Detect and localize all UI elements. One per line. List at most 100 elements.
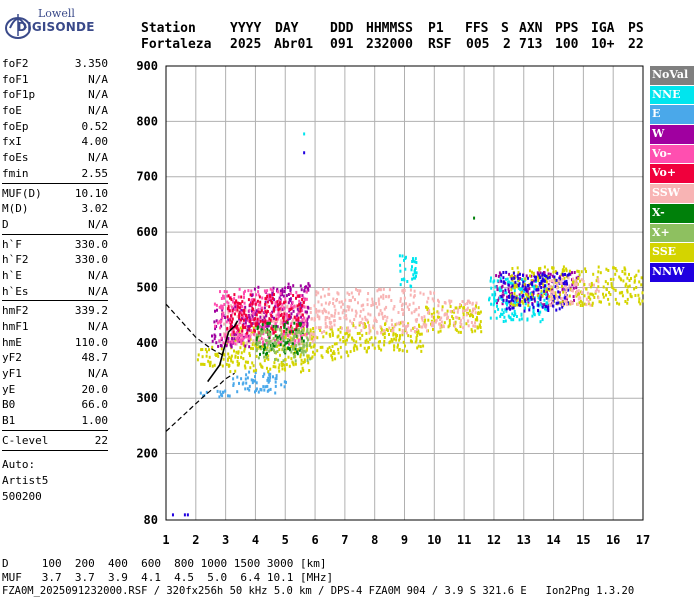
- echo-point-w: [561, 288, 564, 292]
- echo-point-x: [291, 326, 294, 330]
- echo-point-vo: [223, 296, 225, 300]
- param-label: yF1: [2, 367, 22, 381]
- echo-point-ssw: [317, 300, 320, 304]
- echo-point-sse: [511, 274, 513, 278]
- echo-point-nne: [512, 318, 515, 322]
- echo-point-e: [250, 378, 253, 382]
- echo-point-ssw: [347, 326, 350, 330]
- echo-point-sse: [539, 266, 542, 270]
- echo-point-ssw: [351, 295, 354, 299]
- echo-point-vo: [215, 303, 218, 307]
- echo-point-x: [261, 323, 264, 327]
- echo-point-sse: [510, 302, 512, 305]
- echo-point-vo: [248, 327, 251, 331]
- echo-point-nne: [403, 278, 406, 282]
- x-tick-label: 13: [517, 533, 531, 547]
- echo-point-ssw: [564, 292, 567, 296]
- echo-point-vo: [259, 324, 261, 328]
- echo-point-sse: [630, 295, 633, 299]
- echo-point-w: [501, 284, 504, 288]
- header-label: Station: [141, 21, 196, 36]
- echo-point-sse: [392, 332, 395, 335]
- echo-point-nnw: [543, 274, 546, 277]
- echo-point-ssw: [574, 292, 577, 296]
- echo-point-sse: [635, 273, 638, 277]
- echo-point-ssw: [362, 325, 365, 329]
- echo-point-sse: [415, 338, 418, 342]
- echo-point-ssw: [376, 305, 379, 309]
- echo-point-x: [259, 330, 262, 334]
- echo-point-ssw: [305, 334, 308, 338]
- echo-point-sse: [320, 354, 323, 358]
- echo-point-w: [271, 291, 274, 295]
- echo-point-sse: [196, 358, 199, 362]
- echo-point-x: [298, 346, 301, 350]
- echo-point-sse: [588, 302, 591, 306]
- echo-point-nne: [500, 312, 502, 316]
- echo-point-ssw: [373, 319, 376, 323]
- echo-point-ssw: [341, 311, 344, 315]
- echo-point-nnw: [558, 295, 561, 299]
- echo-point-sse: [284, 358, 287, 362]
- echo-point-ssw: [340, 305, 343, 309]
- echo-point-sse: [521, 300, 524, 304]
- param-value: N/A: [88, 151, 108, 165]
- echo-point-x: [294, 344, 297, 348]
- echo-point-w: [573, 299, 575, 302]
- echo-point-nne: [514, 302, 517, 306]
- echo-point-ssw: [366, 298, 369, 302]
- echo-point-sse: [233, 349, 235, 353]
- echo-point-sse: [278, 363, 281, 367]
- echo-point-nnw: [532, 305, 535, 309]
- echo-point-ssw: [333, 304, 336, 308]
- echo-point-e: [218, 395, 221, 399]
- echo-point-w: [301, 294, 304, 298]
- echo-point-ssw: [250, 333, 252, 337]
- echo-point-vo: [238, 306, 241, 310]
- echo-point-vo: [303, 323, 306, 327]
- echo-point-nne: [493, 290, 496, 294]
- echo-point-sse: [471, 330, 474, 334]
- echo-point-w: [536, 271, 539, 275]
- echo-point-vo: [246, 331, 248, 335]
- echo-point-sse: [457, 330, 460, 334]
- legend-item-ssw: SSW: [650, 184, 694, 203]
- echo-point-sse: [398, 328, 401, 332]
- echo-point-ssw: [560, 281, 563, 285]
- echo-point-ssw: [323, 330, 326, 333]
- echo-point-sse: [309, 342, 312, 345]
- echo-point-nnw: [508, 294, 510, 298]
- echo-point-sse: [419, 332, 421, 336]
- echo-point-sse: [401, 333, 404, 337]
- echo-point-ssw: [413, 289, 416, 293]
- echo-point-ssw: [433, 291, 436, 295]
- echo-point-ssw: [371, 300, 374, 304]
- echo-point-e: [202, 394, 204, 398]
- echo-point-sse: [531, 270, 533, 274]
- echo-point-ssw: [339, 317, 342, 320]
- echo-point-sse: [612, 287, 615, 291]
- echo-point-x: [270, 344, 273, 348]
- echo-point-w: [306, 305, 309, 309]
- echo-point-ssw: [470, 321, 473, 324]
- legend-item-vo: Vo-: [650, 144, 694, 164]
- echo-point-x: [268, 336, 271, 340]
- echo-point-ssw: [464, 308, 467, 312]
- echo-point-sse: [513, 284, 516, 288]
- echo-point-vo: [241, 324, 244, 328]
- echo-point-nne: [414, 276, 417, 280]
- echo-point-nnw: [518, 303, 521, 307]
- echo-point-ssw: [383, 329, 386, 333]
- echo-point-ssw: [292, 318, 295, 321]
- param-value: 22: [94, 433, 108, 447]
- echo-point-vo: [272, 331, 275, 335]
- auto-line: Artist5: [2, 474, 49, 487]
- echo-point-vo: [269, 312, 272, 316]
- echo-point-sse: [352, 346, 355, 350]
- echo-point-nnw: [535, 288, 538, 292]
- echo-point-x: [302, 343, 305, 347]
- echo-point-ssw: [318, 315, 321, 319]
- echo-point-x: [276, 350, 279, 353]
- echo-point-ssw: [346, 305, 349, 309]
- param-value: 3.02: [81, 202, 109, 216]
